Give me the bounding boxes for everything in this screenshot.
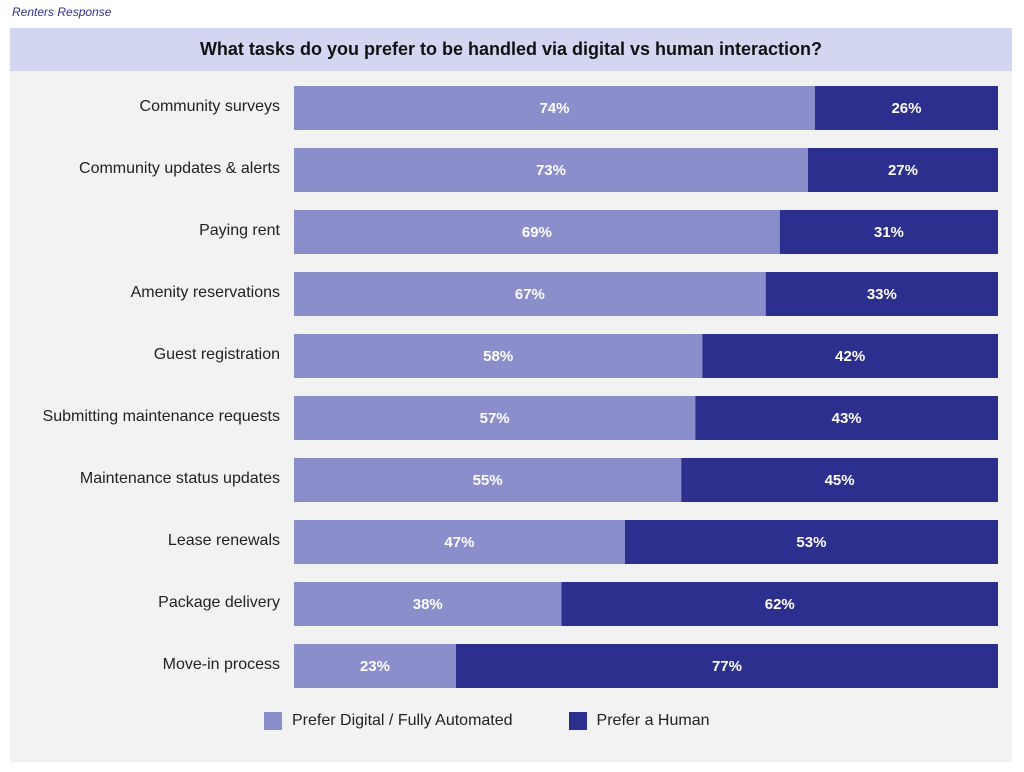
data-label: 33% <box>867 286 897 303</box>
bar-human <box>702 334 998 378</box>
data-label: 69% <box>522 224 552 241</box>
data-label: 42% <box>835 348 865 365</box>
legend-label-digital: Prefer Digital / Fully Automated <box>292 712 513 729</box>
data-label: 67% <box>515 286 545 303</box>
category-label: Community updates & alerts <box>79 160 280 177</box>
legend-item-digital: Prefer Digital / Fully Automated <box>264 712 513 730</box>
bar-human <box>624 520 998 564</box>
bar-human <box>695 396 998 440</box>
category-label: Move-in process <box>163 656 280 673</box>
category-label: Package delivery <box>158 594 280 611</box>
data-label: 45% <box>825 472 855 489</box>
data-label: 47% <box>444 534 474 551</box>
category-label: Lease renewals <box>168 532 280 549</box>
data-label: 27% <box>888 162 918 179</box>
bar-digital <box>294 272 766 316</box>
data-label: 57% <box>480 410 510 427</box>
title-band: What tasks do you prefer to be handled v… <box>10 28 1012 71</box>
data-label: 31% <box>874 224 904 241</box>
data-label: 74% <box>539 100 569 117</box>
category-label: Amenity reservations <box>131 284 280 301</box>
data-label: 53% <box>796 534 826 551</box>
data-label: 62% <box>765 596 795 613</box>
bar-digital <box>294 644 456 688</box>
bar-digital <box>294 210 780 254</box>
bar-human <box>561 582 998 626</box>
bar-human <box>765 272 998 316</box>
legend: Prefer Digital / Fully Automated Prefer … <box>264 712 765 730</box>
legend-swatch-human <box>568 712 587 730</box>
bar-human <box>814 86 998 130</box>
bar-digital <box>294 86 815 130</box>
data-label: 26% <box>891 100 921 117</box>
data-label: 73% <box>536 162 566 179</box>
bar-human <box>807 148 998 192</box>
data-label: 38% <box>413 596 443 613</box>
bar-digital <box>294 520 625 564</box>
legend-item-human: Prefer a Human <box>568 712 710 730</box>
data-label: 23% <box>360 658 390 675</box>
bar-digital <box>294 582 562 626</box>
source-label: Renters Response <box>12 5 112 19</box>
legend-swatch-digital <box>264 712 282 730</box>
bar-digital <box>294 334 703 378</box>
category-label: Guest registration <box>154 346 280 363</box>
data-label: 77% <box>712 658 742 675</box>
bar-digital <box>294 458 682 502</box>
category-label: Maintenance status updates <box>80 470 280 487</box>
bar-human <box>455 644 998 688</box>
category-label: Submitting maintenance requests <box>43 408 280 425</box>
bar-digital <box>294 148 808 192</box>
data-label: 58% <box>483 348 513 365</box>
category-label: Community surveys <box>140 98 280 115</box>
bar-human <box>681 458 998 502</box>
bar-human <box>779 210 998 254</box>
category-label: Paying rent <box>199 222 280 239</box>
data-label: 55% <box>473 472 503 489</box>
chart-title: What tasks do you prefer to be handled v… <box>199 39 823 59</box>
legend-label-human: Prefer a Human <box>596 712 710 729</box>
data-label: 43% <box>832 410 862 427</box>
bar-digital <box>294 396 696 440</box>
